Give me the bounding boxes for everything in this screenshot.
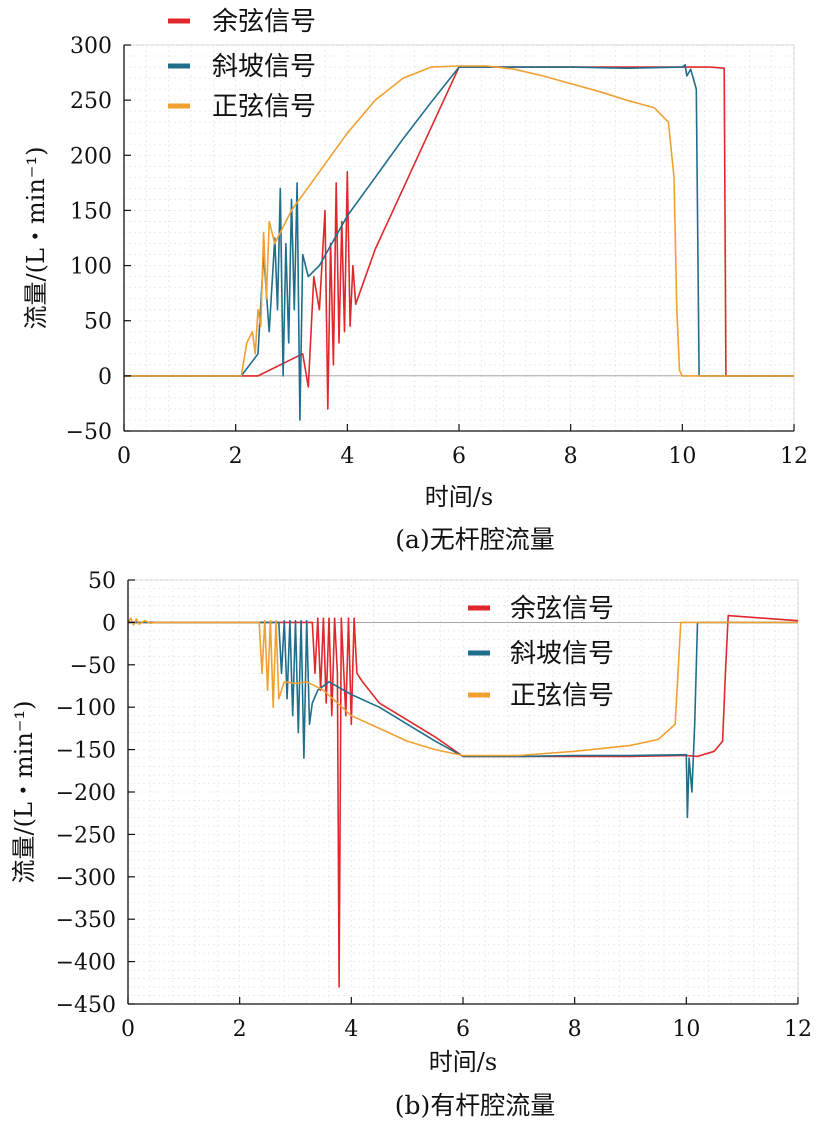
caption-b: (b)有杆腔流量 [395, 1091, 556, 1120]
legend-label-ramp-a: 斜坡信号 [212, 52, 316, 82]
series-line-sine [127, 617, 798, 757]
legend-label-sine-a: 正弦信号 [212, 92, 316, 122]
y-tick-label: −250 [56, 823, 116, 848]
y-tick-label: −150 [56, 739, 116, 764]
legend-label-cosine-b: 余弦信号 [510, 594, 614, 624]
legend-b: 余弦信号 斜坡信号 正弦信号 [468, 594, 614, 711]
legend-label-cosine-a: 余弦信号 [212, 7, 316, 37]
legend-label-sine-b: 正弦信号 [510, 681, 614, 711]
x-tick-label: 0 [121, 1017, 135, 1042]
y-tick-label: −50 [66, 420, 112, 445]
x-tick-label: 10 [672, 1017, 700, 1042]
y-tick-label: 300 [70, 34, 112, 59]
x-tick-label: 0 [117, 444, 131, 469]
x-tick-label: 12 [780, 444, 808, 469]
series-line-ramp [124, 64, 794, 421]
chart-b: 0 2 4 6 8 10 12 −450 −400 −350 −300 −250 −200 −150 −10… [10, 569, 812, 1120]
y-tick-label: 200 [70, 144, 112, 169]
x-axis-label-a: 时间/s [425, 483, 493, 511]
x-tick-label: 8 [564, 444, 578, 469]
y-tick-label: 150 [70, 199, 112, 224]
y-tick-label: 50 [88, 569, 116, 594]
x-tick-label: 10 [668, 444, 696, 469]
series-line-ramp [128, 619, 798, 819]
y-tick-label: 250 [70, 89, 112, 114]
x-tick-label: 4 [344, 1017, 358, 1042]
series-lines-a [124, 64, 794, 421]
x-tick-label: 2 [233, 1017, 247, 1042]
series-line-sine [124, 65, 794, 377]
x-tick-label: 4 [340, 444, 354, 469]
y-axis-label-a: 流量/(L・min⁻¹) [22, 147, 50, 330]
caption-a: (a)无杆腔流量 [395, 525, 554, 554]
y-tick-label: −50 [70, 654, 116, 679]
y-tick-label: −450 [56, 993, 116, 1018]
series-lines-b [127, 614, 799, 988]
legend-label-ramp-b: 斜坡信号 [510, 639, 614, 669]
x-tick-label: 6 [452, 444, 466, 469]
ticks-b: 0 2 4 6 8 10 12 −450 −400 −350 −300 −250 −200 −150 −10… [56, 569, 812, 1042]
y-tick-label: −400 [56, 951, 116, 976]
x-axis-label-b: 时间/s [429, 1048, 497, 1076]
y-tick-label: 0 [98, 365, 112, 390]
y-axis-label-b: 流量/(L・min⁻¹) [10, 701, 38, 884]
y-tick-label: −200 [56, 781, 116, 806]
y-tick-label: 0 [102, 611, 116, 636]
y-tick-label: −100 [56, 696, 116, 721]
x-tick-label: 6 [456, 1017, 470, 1042]
y-tick-label: −350 [56, 908, 116, 933]
x-tick-label: 2 [229, 444, 243, 469]
series-line-cosine [124, 66, 794, 410]
y-tick-label: 100 [70, 255, 112, 280]
x-tick-label: 8 [568, 1017, 582, 1042]
legend-a: 余弦信号 斜坡信号 正弦信号 [168, 7, 316, 122]
x-tick-label: 12 [784, 1017, 812, 1042]
grid-b [127, 579, 799, 1005]
y-tick-label: −300 [56, 866, 116, 891]
y-tick-label: 50 [84, 310, 112, 335]
